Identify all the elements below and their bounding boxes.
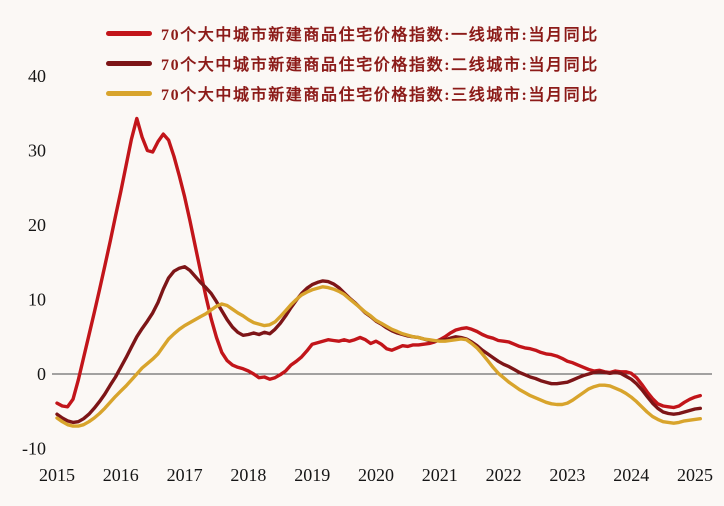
- y-tick-label: -10: [22, 439, 46, 459]
- legend-item-third-tier: 70个大中城市新建商品住宅价格指数:三线城市:当月同比: [106, 78, 599, 108]
- x-tick-label: 2025: [677, 465, 713, 485]
- legend-swatch-first-tier-line: [106, 30, 152, 36]
- y-tick-label: 0: [37, 364, 46, 384]
- x-tick-label: 2022: [486, 465, 522, 485]
- x-tick-label: 2024: [613, 465, 649, 485]
- x-tick-label: 2019: [294, 465, 330, 485]
- legend-swatch-second-tier-line: [106, 60, 152, 66]
- x-tick-label: 2018: [230, 465, 266, 485]
- legend-item-second-tier: 70个大中城市新建商品住宅价格指数:二线城市:当月同比: [106, 48, 599, 78]
- y-tick-label: 30: [28, 141, 46, 161]
- chart-line-third-tier: [55, 285, 702, 428]
- x-tick-label: 2015: [39, 465, 75, 485]
- legend-label-first-tier: 70个大中城市新建商品住宅价格指数:一线城市:当月同比: [161, 27, 599, 44]
- y-tick-label: 20: [28, 215, 46, 235]
- y-tick-label: 40: [28, 66, 46, 86]
- legend-item-first-tier: 70个大中城市新建商品住宅价格指数:一线城市:当月同比: [106, 18, 599, 48]
- legend-swatch-third-tier-line: [106, 90, 152, 96]
- x-tick-label: 2016: [103, 465, 139, 485]
- x-tick-label: 2017: [167, 465, 203, 485]
- chart-legend: 70个大中城市新建商品住宅价格指数:一线城市:当月同比 70个大中城市新建商品住…: [106, 18, 599, 108]
- chart-line-first-tier: [55, 116, 702, 410]
- y-tick-label: 10: [28, 290, 46, 310]
- legend-label-third-tier: 70个大中城市新建商品住宅价格指数:三线城市:当月同比: [161, 87, 599, 104]
- x-tick-label: 2023: [549, 465, 585, 485]
- x-tick-label: 2021: [422, 465, 458, 485]
- legend-label-second-tier: 70个大中城市新建商品住宅价格指数:二线城市:当月同比: [161, 57, 599, 74]
- x-tick-label: 2020: [358, 465, 394, 485]
